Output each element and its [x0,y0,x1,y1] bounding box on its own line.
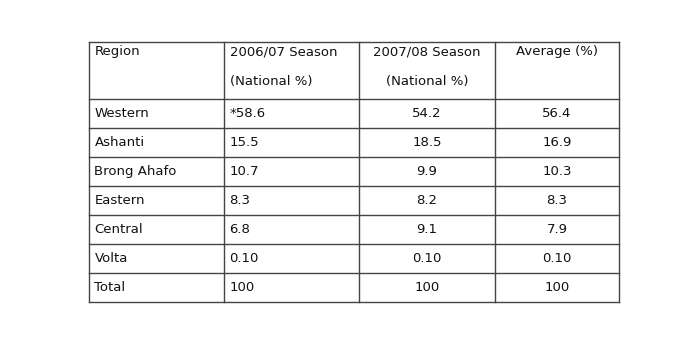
Text: 18.5: 18.5 [413,136,442,149]
Text: 56.4: 56.4 [542,107,571,120]
Text: 0.10: 0.10 [229,252,259,265]
Text: Eastern: Eastern [95,194,145,207]
Text: Central: Central [95,223,143,236]
Text: Region: Region [95,45,140,58]
Text: 16.9: 16.9 [542,136,571,149]
Text: Average (%): Average (%) [516,45,598,58]
Text: 10.3: 10.3 [542,165,571,178]
Text: Brong Ahafo: Brong Ahafo [95,165,177,178]
Text: 9.9: 9.9 [417,165,437,178]
Text: 0.10: 0.10 [542,252,571,265]
Text: 9.1: 9.1 [417,223,437,236]
Text: 0.10: 0.10 [413,252,442,265]
Text: 15.5: 15.5 [229,136,259,149]
Text: 2006/07 Season

(National %): 2006/07 Season (National %) [229,45,337,88]
Text: Western: Western [95,107,149,120]
Text: 8.3: 8.3 [229,194,251,207]
Text: 54.2: 54.2 [413,107,442,120]
Text: 8.3: 8.3 [547,194,567,207]
Text: 8.2: 8.2 [417,194,437,207]
Text: 7.9: 7.9 [547,223,567,236]
Text: Volta: Volta [95,252,128,265]
Text: 10.7: 10.7 [229,165,259,178]
Text: 100: 100 [229,281,255,294]
Text: 6.8: 6.8 [229,223,250,236]
Text: 100: 100 [415,281,439,294]
Text: Total: Total [95,281,126,294]
Text: *58.6: *58.6 [229,107,266,120]
Text: Ashanti: Ashanti [95,136,144,149]
Text: 2007/08 Season

(National %): 2007/08 Season (National %) [373,45,481,88]
Text: 100: 100 [545,281,569,294]
